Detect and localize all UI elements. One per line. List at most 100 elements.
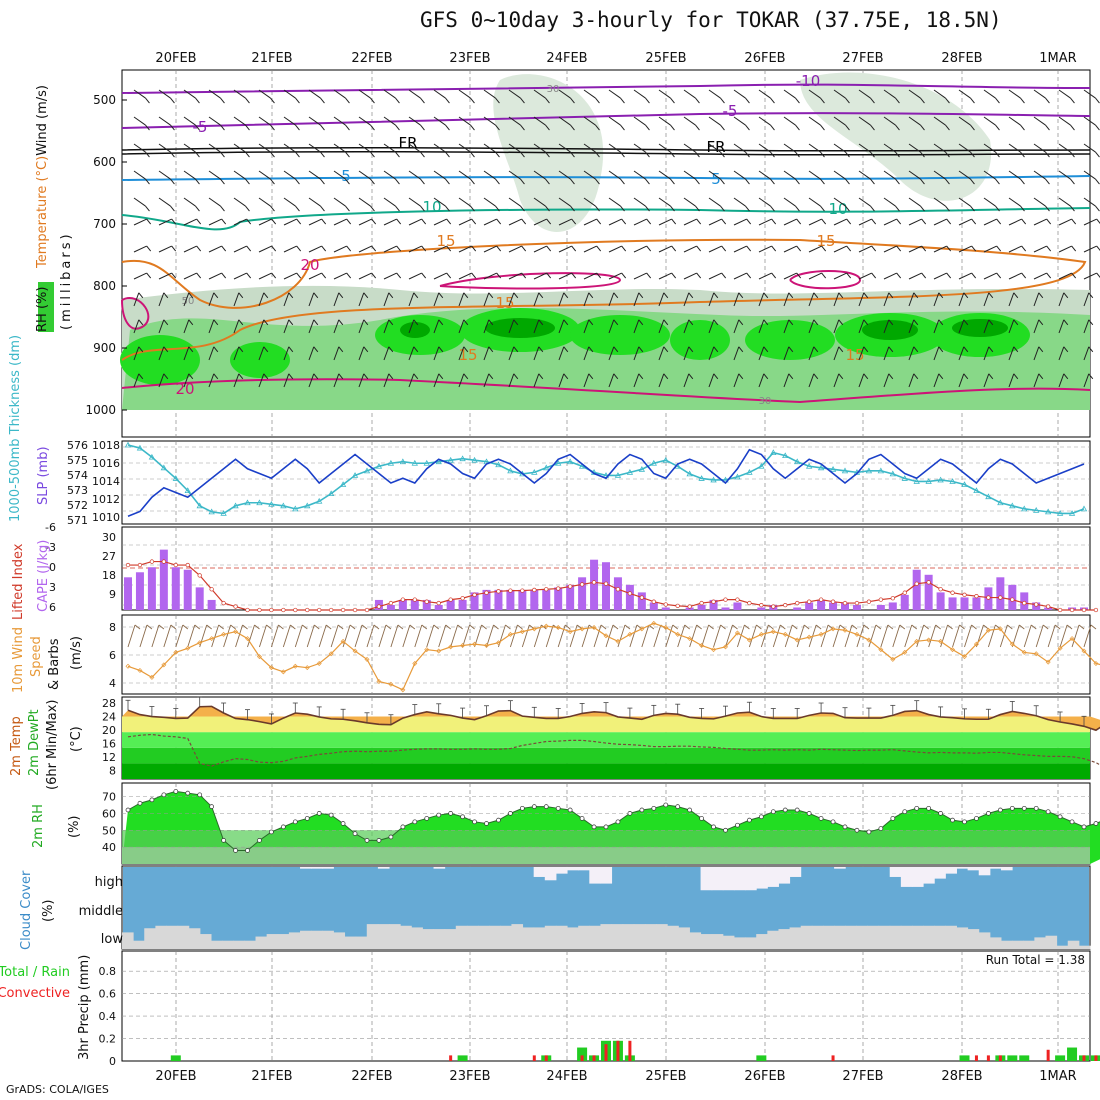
- wind-barb-flag: [188, 346, 194, 353]
- wind-barb-flag: [863, 319, 869, 326]
- wind-barb-flag: [469, 624, 475, 630]
- wind-barb: [1033, 272, 1047, 280]
- low-cloud-bar: [911, 925, 924, 949]
- precip-conv-bar: [449, 1055, 453, 1061]
- wind-barb-flag: [345, 151, 350, 158]
- low-cloud-bar: [578, 925, 590, 949]
- thickness-marker: [1044, 508, 1052, 515]
- low-cloud-bar: [856, 925, 868, 949]
- wind-barb-flag: [420, 97, 425, 104]
- wind-barb-flag: [621, 218, 627, 225]
- rh-marker: [615, 819, 621, 825]
- wind-barb: [641, 624, 650, 648]
- rh-marker: [878, 826, 884, 831]
- wind-barb-flag: [388, 346, 394, 353]
- rh-marker: [950, 817, 955, 823]
- wind-speed-marker: [268, 665, 274, 671]
- wind-barb-flag: [338, 373, 344, 380]
- wind-barb: [458, 319, 465, 334]
- wind-barb: [983, 292, 990, 307]
- lifted-index-marker: [496, 589, 501, 594]
- wind-barb: [1058, 373, 1065, 388]
- temp-ylabel-unit: (°C): [69, 726, 84, 752]
- wind-barb: [583, 218, 597, 226]
- wind-barb-flag: [996, 218, 1002, 225]
- wind-barb: [383, 89, 396, 99]
- wind-barb: [208, 116, 221, 126]
- wind-barb: [1011, 624, 1020, 648]
- wind-barb-flag: [695, 151, 700, 158]
- wind-barb-flag: [270, 151, 275, 158]
- wind-barb: [933, 89, 946, 99]
- wind-barb: [133, 197, 146, 207]
- wind-barb-flag: [696, 272, 702, 279]
- wind-speed-marker: [794, 637, 800, 643]
- wind-barb: [133, 245, 147, 253]
- wind-barb-flag: [1071, 245, 1077, 252]
- wind-barb-flag: [520, 97, 525, 104]
- lifted-index-marker: [926, 580, 931, 585]
- wind-speed-marker: [639, 626, 645, 632]
- wind-barb-flag: [670, 178, 675, 185]
- high-cloud-bar: [778, 867, 791, 884]
- wind-barb-flag: [1078, 624, 1085, 630]
- rh-marker: [794, 807, 800, 813]
- wind-speed-marker: [973, 641, 979, 647]
- cape-bar: [171, 567, 180, 610]
- wind-barb-flag: [138, 373, 144, 380]
- wind-barb: [983, 197, 996, 207]
- top-date-label: 28FEB: [941, 51, 982, 66]
- wind-barb-flag: [288, 292, 294, 299]
- wind-barb-flag: [271, 245, 277, 252]
- wind-barb: [858, 170, 871, 180]
- wind-barb-flag: [768, 624, 774, 630]
- temp-contour: [121, 175, 1091, 181]
- rh-marker: [149, 797, 155, 803]
- wind-barb: [569, 624, 578, 648]
- lifted-index-marker: [747, 600, 752, 606]
- cape-bar: [1008, 584, 1017, 610]
- wind-barb-flag: [696, 245, 702, 252]
- wind-barb-flag: [220, 151, 225, 158]
- lifted-index-marker: [221, 600, 226, 606]
- lifted-index-marker: [1069, 607, 1075, 613]
- thickness-marker: [495, 461, 502, 468]
- wind-barb-flag: [845, 205, 850, 212]
- wind-barb-flag: [396, 272, 402, 279]
- wind-barb: [151, 624, 160, 648]
- wind-barb-flag: [388, 292, 394, 299]
- cape-bar: [649, 602, 658, 610]
- wind-barb: [658, 170, 671, 180]
- wind-barb: [908, 245, 922, 253]
- wind-barb-flag: [288, 346, 294, 353]
- low-cloud-bar: [567, 927, 579, 949]
- lifted-index-marker: [878, 597, 883, 602]
- wind-barb-flag: [645, 97, 650, 104]
- wind-barb: [708, 143, 721, 153]
- wind-speed-marker: [245, 636, 250, 642]
- wind-barb: [758, 272, 772, 280]
- wind-ylabel-unit: (m/s): [69, 636, 84, 670]
- wind-barb-flag: [370, 97, 375, 104]
- wind-barb: [294, 624, 303, 648]
- wind-barb: [1033, 170, 1046, 180]
- wind-speed-marker: [388, 681, 394, 687]
- bottom-date-label: 28FEB: [941, 1069, 982, 1084]
- precip-total-bar: [1055, 1055, 1066, 1061]
- wind-barb-flag: [254, 624, 260, 630]
- wind-barb: [783, 272, 797, 280]
- low-cloud-bar: [622, 924, 635, 949]
- wind-barb-flag: [713, 319, 719, 326]
- wind-speed-marker: [782, 631, 788, 637]
- wind-barb-flag: [570, 124, 575, 131]
- wind-barb: [883, 170, 896, 180]
- wind-barb: [833, 245, 847, 253]
- wind-barb-flag: [513, 292, 519, 299]
- rh-marker: [842, 824, 848, 830]
- low-cloud-bar: [533, 927, 546, 949]
- wind-barb-flag: [163, 319, 169, 326]
- wind-barb-flag: [346, 218, 352, 225]
- wind-barb: [366, 624, 375, 648]
- wind-barb: [308, 170, 321, 180]
- wind-barb: [758, 143, 771, 153]
